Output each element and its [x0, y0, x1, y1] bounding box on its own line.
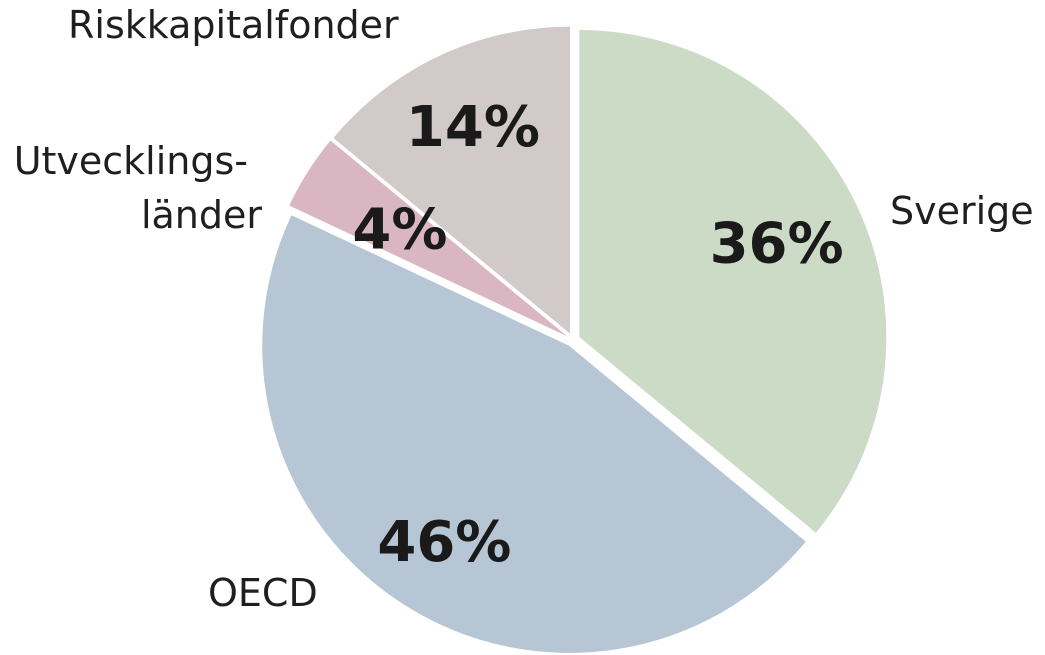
pie-slice-oecd: [262, 215, 806, 653]
percent-label-riskkapitalfonder: 14%: [406, 95, 540, 160]
label-utvecklingslander-line1: Utvecklings-: [14, 139, 248, 183]
percent-label-sverige: 36%: [710, 212, 844, 277]
label-riskkapitalfonder: Riskkapitalfonder: [68, 3, 399, 47]
label-utvecklingslander-line2: länder: [141, 193, 262, 237]
percent-label-oecd: 46%: [377, 510, 511, 575]
label-oecd: OECD: [208, 571, 318, 615]
pie-slice-utvecklings-l-nder: [289, 140, 568, 337]
label-sverige: Sverige: [890, 189, 1034, 233]
pie-slice-riskkapitalfonder: [333, 26, 571, 334]
percent-label-utvecklings-l-nder: 4%: [352, 198, 447, 263]
percent-labels: 36% 46% 4% 14%: [352, 95, 843, 575]
pie-slice-sverige: [579, 30, 887, 533]
pie-slices: [262, 26, 887, 653]
